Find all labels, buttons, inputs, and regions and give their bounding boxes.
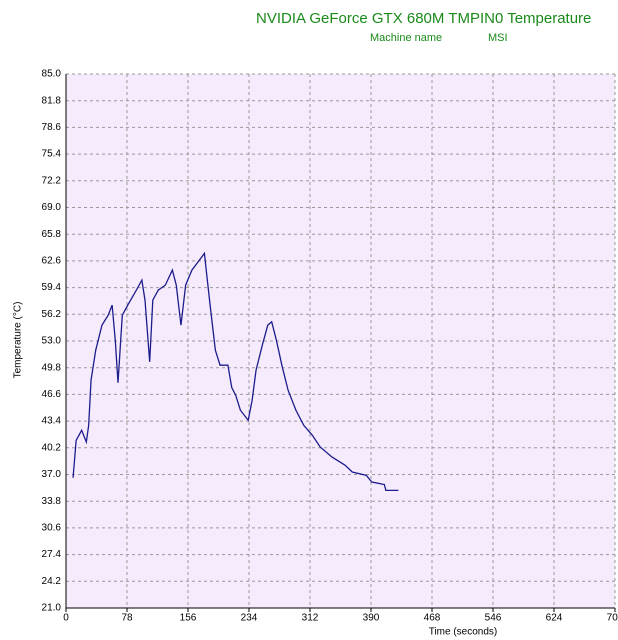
x-tick-label: 624 bbox=[546, 613, 563, 624]
y-tick-label: 75.4 bbox=[42, 149, 62, 160]
y-tick-label: 85.0 bbox=[42, 69, 62, 80]
y-tick-label: 72.2 bbox=[42, 175, 62, 186]
y-tick-label: 65.8 bbox=[42, 229, 62, 240]
y-tick-label: 33.8 bbox=[42, 496, 62, 507]
y-axis-label: Temperature (°C) bbox=[13, 302, 24, 379]
y-tick-label: 27.4 bbox=[42, 549, 62, 560]
x-tick-label: 390 bbox=[363, 613, 380, 624]
data-line bbox=[72, 251, 399, 492]
y-tick-label: 30.6 bbox=[42, 523, 62, 534]
subtitle-label: Machine name bbox=[370, 32, 442, 44]
x-tick-label: 78 bbox=[121, 613, 133, 624]
y-tick-label: 53.0 bbox=[42, 336, 62, 347]
y-tick-label: 56.2 bbox=[42, 309, 62, 320]
y-tick-label: 78.6 bbox=[42, 122, 62, 133]
y-tick-label: 81.8 bbox=[42, 95, 62, 106]
y-tick-label: 62.6 bbox=[42, 256, 62, 267]
x-tick-label: 234 bbox=[241, 613, 258, 624]
subtitle-value: MSI bbox=[488, 32, 508, 44]
y-tick-label: 37.0 bbox=[42, 469, 62, 480]
y-tick-label: 69.0 bbox=[42, 202, 62, 213]
x-tick-label: 468 bbox=[424, 613, 441, 624]
y-tick-label: 40.2 bbox=[42, 442, 62, 453]
y-tick-label: 49.8 bbox=[42, 362, 62, 373]
y-tick-label: 59.4 bbox=[42, 282, 62, 293]
x-tick-label: 702 bbox=[607, 613, 618, 624]
y-tick-label: 24.2 bbox=[42, 576, 62, 587]
x-tick-label: 0 bbox=[63, 613, 69, 624]
x-tick-label: 546 bbox=[485, 613, 502, 624]
y-tick-label: 46.6 bbox=[42, 389, 62, 400]
y-tick-label: 43.4 bbox=[42, 416, 62, 427]
x-axis-label: Time (seconds) bbox=[429, 627, 498, 638]
y-tick-label: 21.0 bbox=[42, 603, 62, 614]
x-tick-label: 312 bbox=[302, 613, 319, 624]
x-tick-label: 156 bbox=[180, 613, 197, 624]
chart-title: NVIDIA GeForce GTX 680M TMPIN0 Temperatu… bbox=[256, 10, 591, 27]
